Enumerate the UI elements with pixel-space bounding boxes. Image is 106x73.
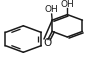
Text: OH: OH [60,0,74,9]
Text: O: O [43,38,52,48]
Text: OH: OH [45,5,59,14]
